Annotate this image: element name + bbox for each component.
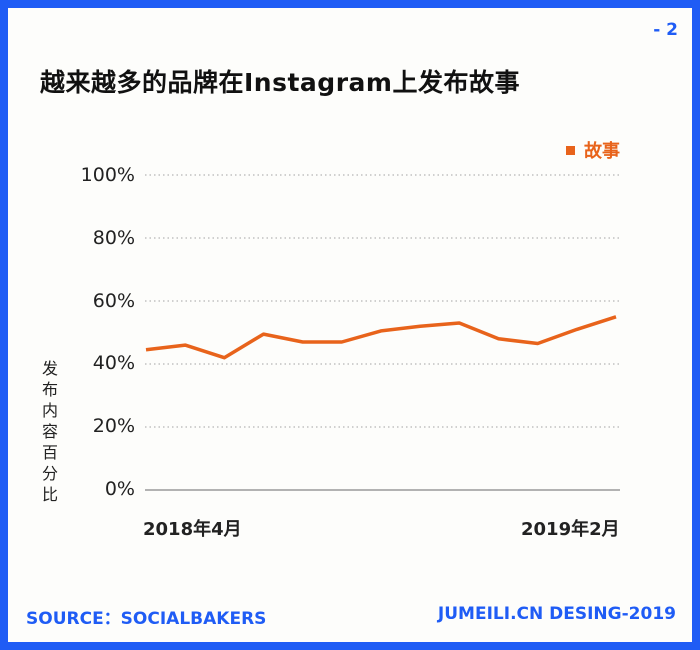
y-tick-label: 80% (92, 227, 135, 249)
y-tick-label: 100% (80, 164, 135, 186)
y-tick-label: 60% (92, 290, 135, 312)
y-axis-label: 发布内容百分比 (41, 359, 58, 504)
series-line (145, 315, 617, 360)
page-number: - 2 (653, 20, 678, 40)
legend-swatch (566, 145, 575, 155)
y-tick-label: 40% (92, 352, 135, 374)
y-tick-label: 0% (104, 478, 135, 500)
legend-label: 故事 (584, 141, 620, 162)
chart-title: 越来越多的品牌在Instagram上发布故事 (40, 68, 520, 97)
legend: 故事 (566, 137, 620, 163)
y-tick-label: 20% (92, 415, 135, 437)
credit-text: JUMEILI.CN DESING-2019 (437, 604, 676, 624)
source-text: SOURCE：SOCIALBAKERS (26, 609, 267, 629)
x-tick-label-end: 2019年2月 (521, 519, 620, 540)
x-tick-label-start: 2018年4月 (143, 519, 242, 540)
